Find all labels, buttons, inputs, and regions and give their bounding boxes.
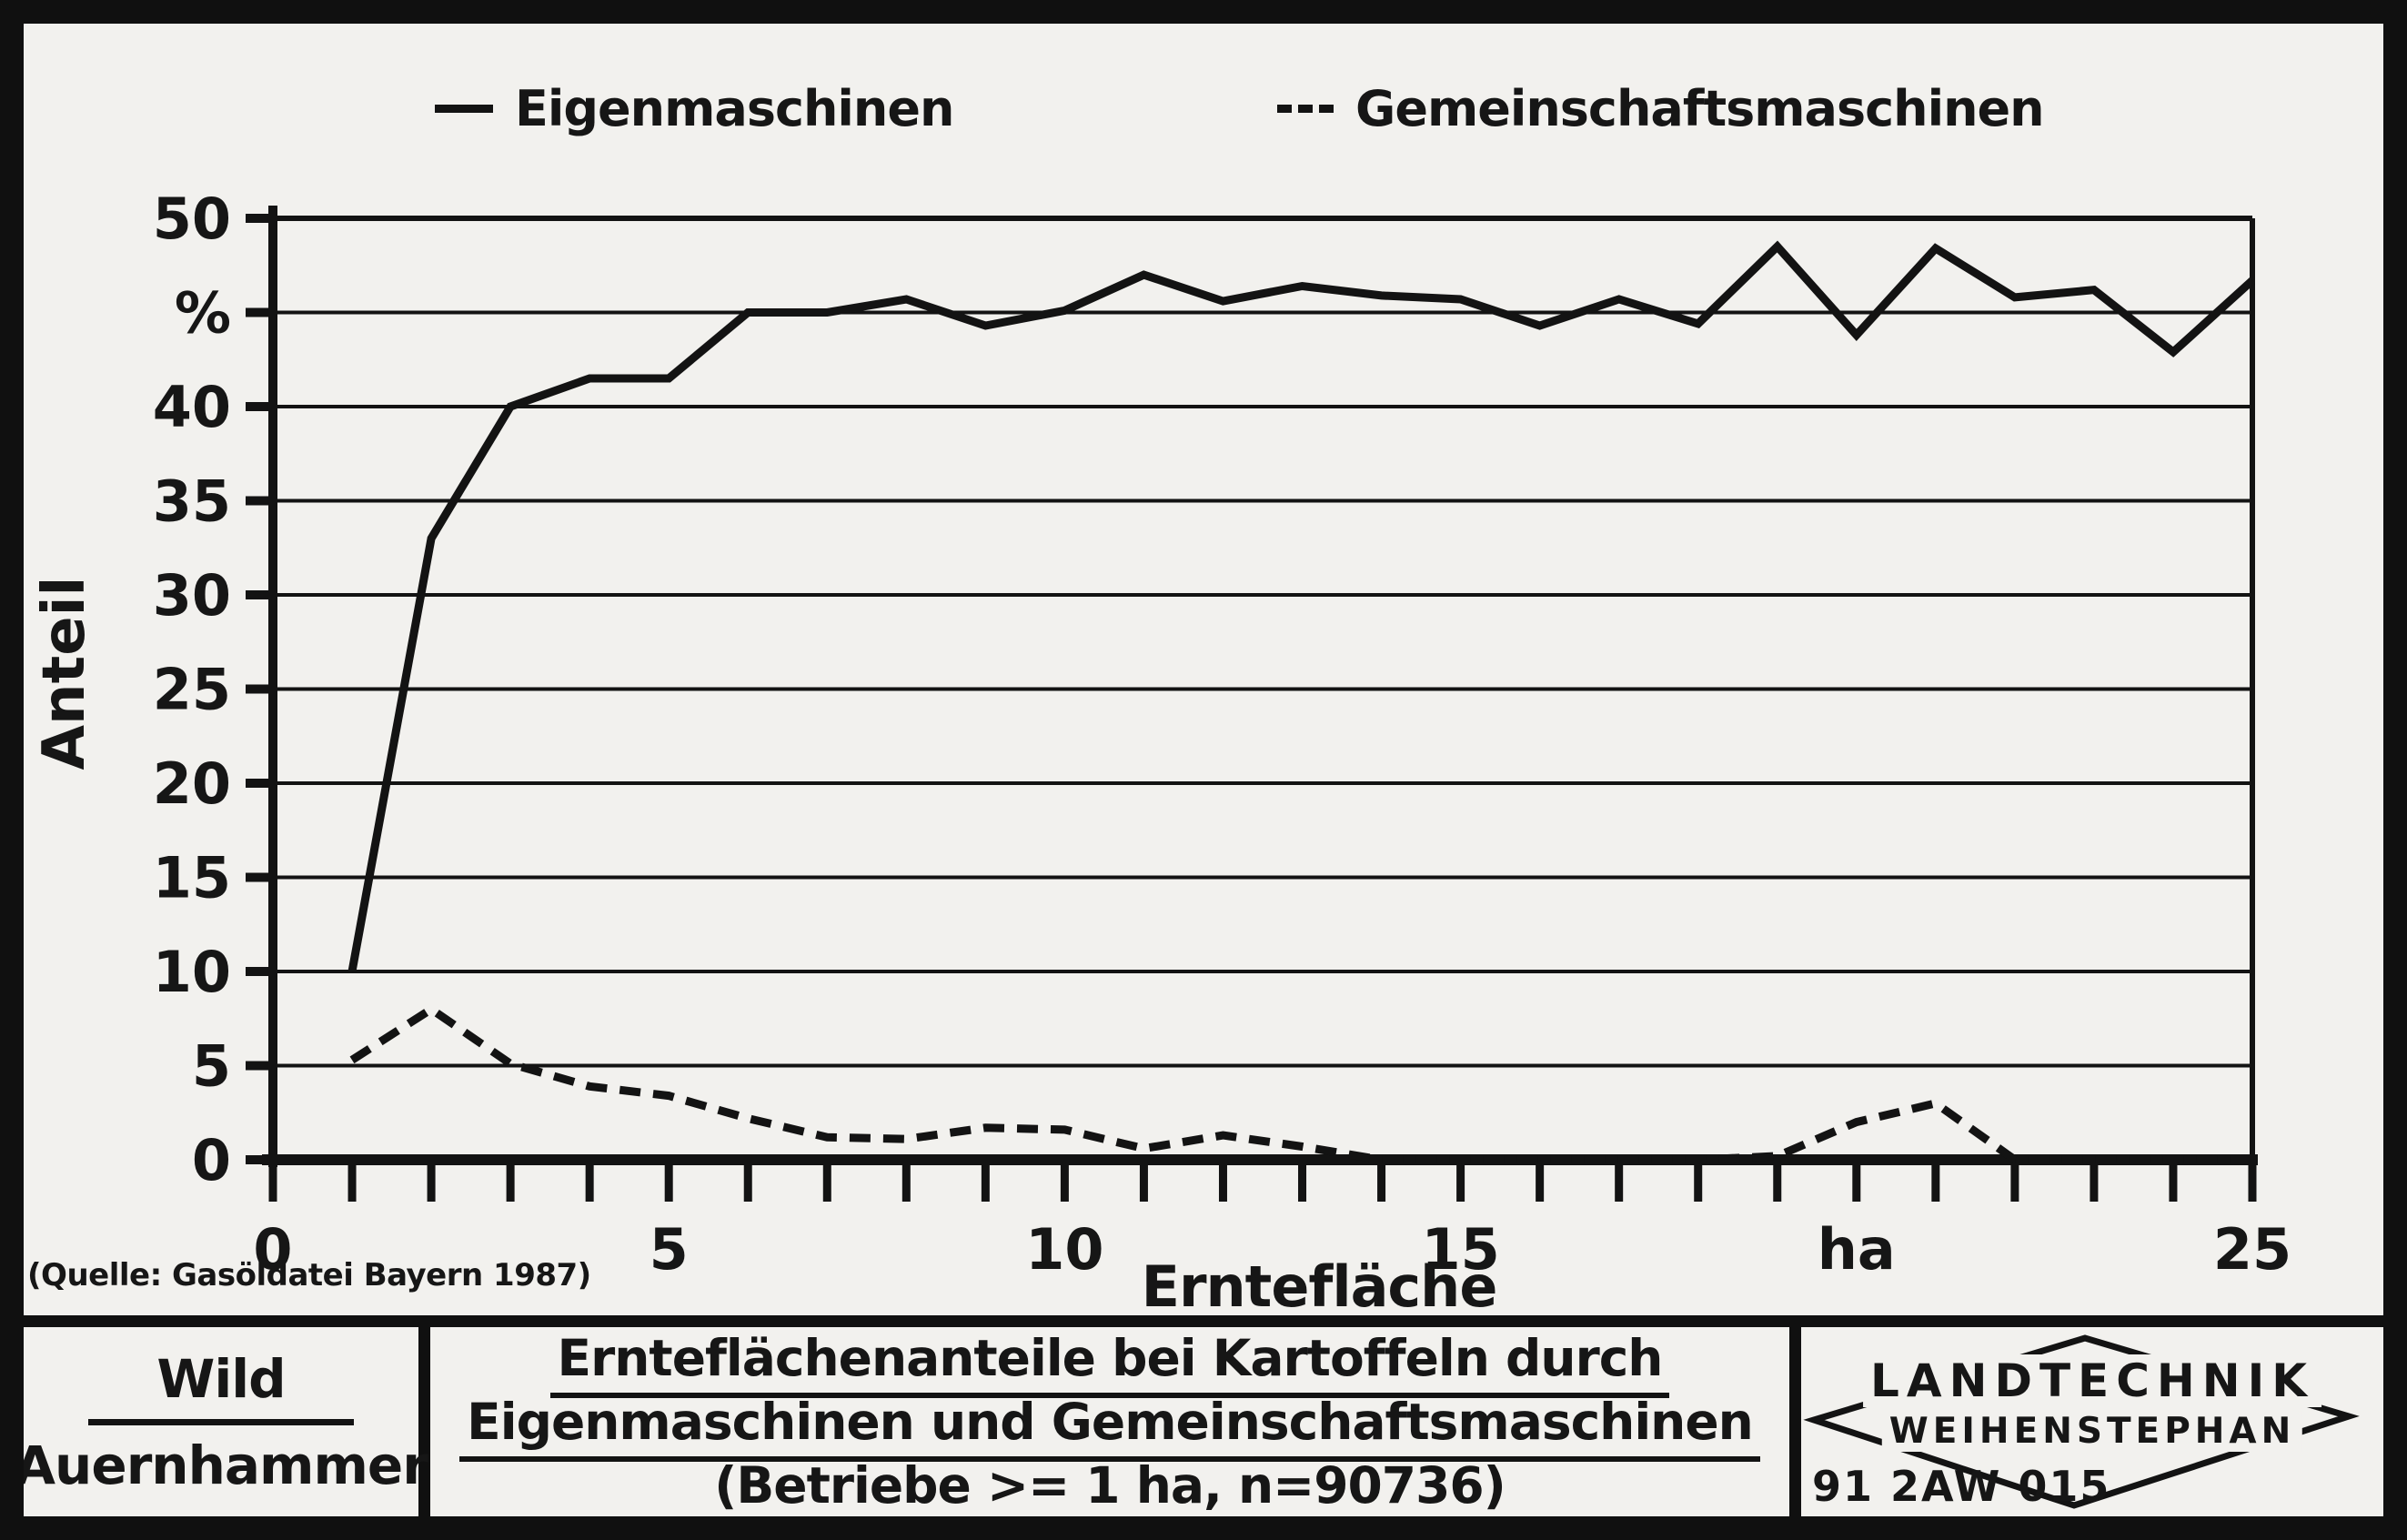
title-line-3: (Betriebe >= 1 ha, n=90736)	[707, 1454, 1513, 1525]
y-tick-label-25: 25	[153, 657, 231, 723]
y-tick-label-%: %	[175, 280, 231, 347]
y-tick-label-20: 20	[153, 750, 231, 817]
y-tick-label-5: 5	[192, 1033, 231, 1100]
title-box: Ernteflächenanteile bei Kartoffeln durch…	[430, 1326, 1801, 1525]
authors-box: Wild Auernhammer	[15, 1327, 430, 1516]
author-top: Wild	[156, 1347, 286, 1410]
solid-line-swatch	[435, 104, 493, 113]
x-tick-label-5: 5	[650, 1216, 689, 1283]
legend-label-eigenmaschinen: Eigenmaschinen	[515, 79, 954, 137]
legend-item-gemeinschaftsmaschinen: Gemeinschaftsmaschinen	[1277, 76, 2045, 140]
y-tick-label-35: 35	[153, 468, 231, 535]
x-tick-label-10: 10	[1025, 1216, 1103, 1283]
logo-box: LANDTECHNIK WEIHENSTEPHAN 91 2AW 015	[1801, 1327, 2383, 1516]
title-line-1: Ernteflächenanteile bei Kartoffeln durch	[549, 1326, 1670, 1398]
legend-label-gemeinschaftsmaschinen: Gemeinschaftsmaschinen	[1355, 79, 2045, 137]
dashed-line-swatch	[1277, 104, 1334, 113]
x-tick-label-15: 15	[1421, 1216, 1499, 1283]
title-line-2: Eigenmaschinen und Gemeinschaftsmaschine…	[459, 1390, 1760, 1462]
footer-strip: Wild Auernhammer Ernteflächenanteile bei…	[15, 1315, 2383, 1525]
y-tick-label-40: 40	[153, 374, 231, 440]
y-tick-label-30: 30	[153, 562, 231, 629]
y-tick-label-0: 0	[192, 1127, 231, 1193]
y-axis-title: Anteil	[31, 576, 98, 770]
doc-code: 91 2AW 015	[1812, 1462, 2111, 1511]
series-line-eigenmaschinen	[347, 240, 2256, 972]
series-line-gemeinschaftsmaschinen	[349, 1003, 2252, 1164]
source-note: (Quelle: Gasöldatei Bayern 1987)	[27, 1257, 591, 1293]
x-tick-label-ha: ha	[1818, 1216, 1896, 1283]
x-tick-label-0: 0	[253, 1216, 292, 1283]
authors-divider	[88, 1418, 354, 1425]
y-tick-label-10: 10	[153, 939, 231, 1005]
x-tick-label-25: 25	[2213, 1216, 2291, 1283]
author-bottom: Auernhammer	[15, 1434, 428, 1496]
logo-text-weihenstephan: WEIHENSTEPHAN	[1881, 1411, 2303, 1452]
legend-item-eigenmaschinen: Eigenmaschinen	[435, 76, 954, 140]
logo-text-landtechnik: LANDTECHNIK	[1863, 1354, 2321, 1407]
x-axis-title: Erntefläche	[1141, 1253, 1498, 1320]
y-tick-label-15: 15	[153, 845, 231, 911]
y-tick-label-50: 50	[153, 186, 231, 252]
